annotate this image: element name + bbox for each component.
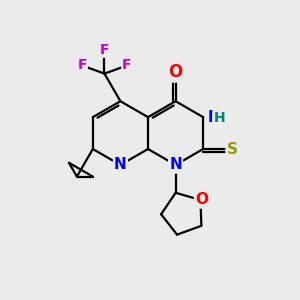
- Text: H: H: [213, 111, 225, 125]
- Text: F: F: [122, 58, 132, 73]
- Text: N: N: [169, 158, 182, 172]
- Text: O: O: [195, 192, 208, 207]
- Text: S: S: [226, 142, 238, 157]
- Text: O: O: [169, 63, 183, 81]
- Text: N: N: [207, 110, 220, 125]
- Text: N: N: [114, 158, 127, 172]
- Text: F: F: [77, 58, 87, 73]
- Text: F: F: [100, 43, 109, 57]
